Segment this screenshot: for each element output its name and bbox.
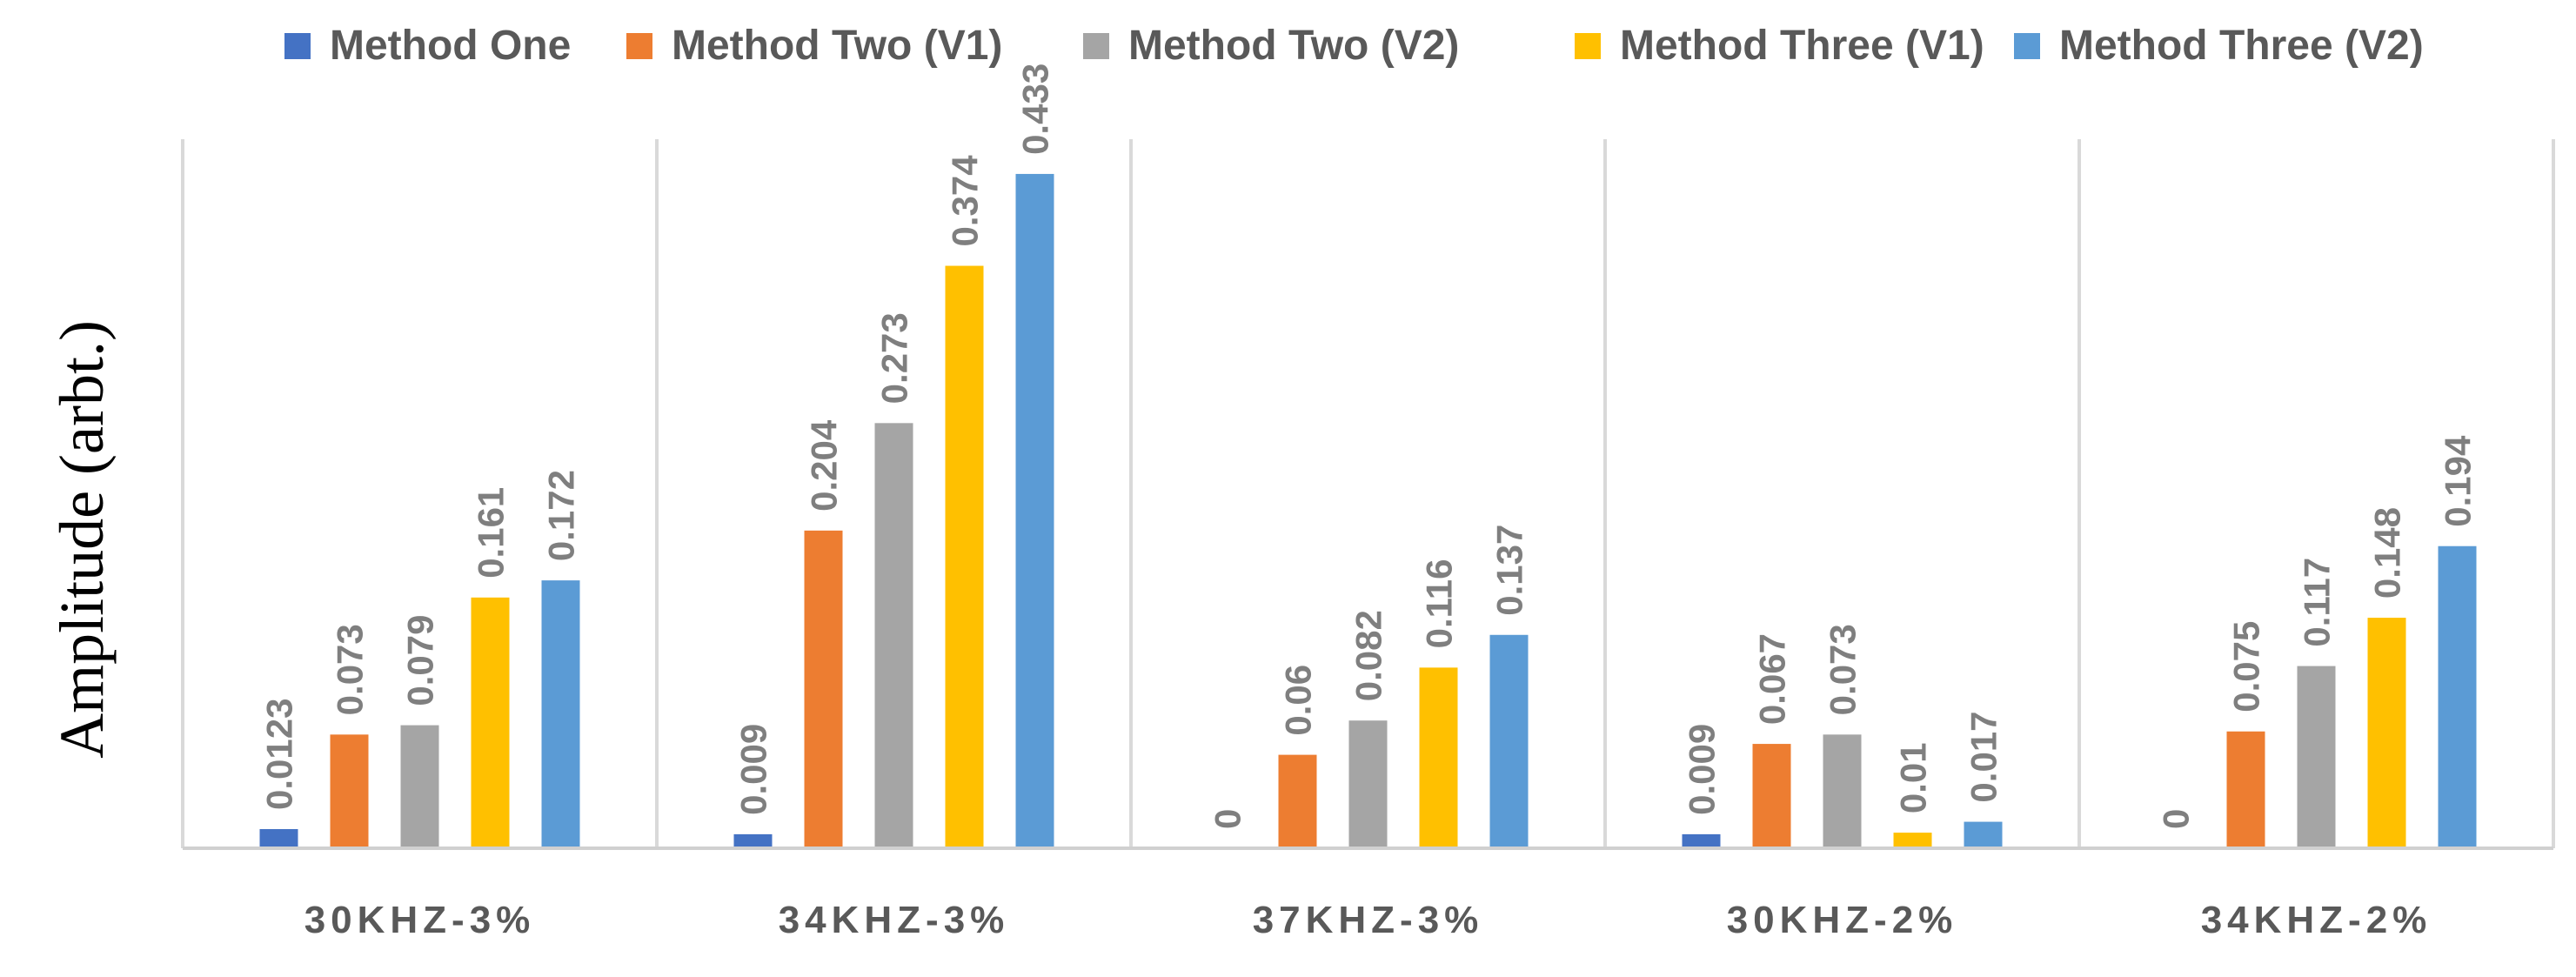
bar [330, 734, 369, 848]
bar [400, 725, 439, 848]
data-label: 0.148 [2367, 507, 2408, 599]
bar [1489, 634, 1529, 848]
data-label: 0.009 [733, 724, 774, 815]
category-separators [181, 139, 2555, 848]
bar [471, 597, 510, 848]
bar [1893, 833, 1932, 848]
bar [2438, 545, 2477, 848]
data-label: 0.0123 [259, 699, 300, 810]
data-label: 0.117 [2297, 558, 2338, 647]
data-label: 0.116 [1419, 559, 1460, 649]
legend-entry: Method Three (V2) [2014, 23, 2424, 69]
data-label: 0.137 [1489, 525, 1530, 616]
data-label: 0.075 [2226, 621, 2267, 713]
bar [2367, 618, 2406, 848]
legend-label: Method Three (V1) [1620, 23, 1984, 69]
legend-swatch [2014, 33, 2040, 59]
chart-legend: Method One Method Two (V1) Method Two (V2)… [284, 23, 2424, 69]
data-label: 0.161 [471, 487, 512, 579]
legend-swatch [1575, 33, 1601, 59]
data-label: 0.067 [1752, 633, 1793, 725]
legend-label: Method Two (V1) [672, 23, 1002, 69]
legend-swatch [626, 33, 652, 59]
data-label: 0 [2156, 809, 2197, 829]
bar [874, 423, 913, 848]
data-label: 0.194 [2438, 435, 2479, 527]
bar [1964, 821, 2003, 848]
bar [1348, 720, 1388, 848]
y-axis-label: Amplitude (arbt.) [47, 320, 117, 759]
data-label: 0.009 [1682, 724, 1723, 815]
legend-label: Method One [330, 23, 571, 69]
category-tick-label: 37KHZ-3% [1253, 899, 1484, 941]
data-label: 0.172 [541, 470, 582, 561]
legend-entry: Method Two (V1) [626, 23, 1002, 69]
category-labels-group: 30KHZ-3% 34KHZ-3% 37KHZ-3% 30KHZ-2% 34KHZ-2% [304, 899, 2432, 941]
bar [2297, 666, 2336, 848]
data-label: 0.017 [1964, 711, 2004, 802]
data-label: 0.433 [1015, 64, 1056, 155]
data-labels-group: 0.0123 0.073 0.079 0.161 0.172 0.009 0.204 0.27… [259, 64, 2479, 829]
bar [1419, 667, 1458, 848]
bar [2226, 731, 2265, 848]
bar [1278, 754, 1317, 848]
data-label: 0.073 [330, 624, 371, 715]
category-tick-label: 30KHZ-3% [304, 899, 536, 941]
legend-entry: Method Two (V2) [1083, 23, 1459, 69]
legend-swatch [284, 33, 311, 59]
bar [259, 828, 298, 848]
bar-series-group [259, 173, 2477, 848]
data-label: 0.374 [945, 155, 986, 247]
bar [1015, 173, 1054, 848]
data-label: 0.06 [1278, 665, 1319, 736]
category-tick-label: 34KHZ-2% [2201, 899, 2432, 941]
legend-label: Method Three (V2) [2059, 23, 2424, 69]
bar [1752, 744, 1791, 848]
legend-swatch [1083, 33, 1109, 59]
data-label: 0.073 [1823, 624, 1863, 715]
data-label: 0.079 [400, 614, 441, 706]
legend-entry: Method One [284, 23, 571, 69]
category-tick-label: 34KHZ-3% [779, 899, 1010, 941]
bar [804, 530, 843, 848]
data-label: 0.082 [1348, 610, 1389, 701]
data-label: 0.273 [874, 312, 915, 404]
data-label: 0.204 [804, 419, 845, 512]
data-label: 0.01 [1893, 742, 1934, 813]
bar [945, 265, 984, 848]
data-label: 0 [1208, 809, 1248, 829]
bar [541, 580, 580, 848]
category-tick-label: 30KHZ-2% [1727, 899, 1958, 941]
bar [1823, 734, 1862, 848]
bar [733, 833, 773, 848]
legend-label: Method Two (V2) [1128, 23, 1459, 69]
legend-entry: Method Three (V1) [1575, 23, 1984, 69]
bar [1682, 833, 1721, 848]
